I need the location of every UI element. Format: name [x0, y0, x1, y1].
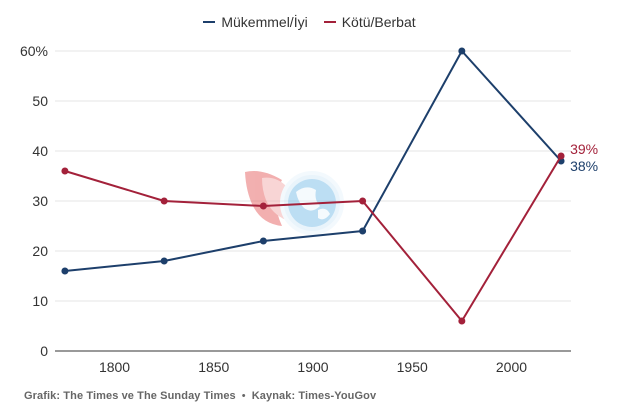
series-line-kotu: [64, 155, 562, 322]
series-layer: [61, 47, 565, 325]
source-kaynak: Kaynak: Times-YouGov: [251, 390, 377, 402]
y-tick-label-50: 50: [32, 93, 48, 109]
point-mukemmel-1875: [259, 237, 267, 245]
x-tick-label-1850: 1850: [198, 359, 229, 375]
x-axis: 1800 1850 1900 1950 2000: [99, 359, 527, 375]
legend-swatch-mukemmel: [203, 21, 216, 23]
series-line-mukemmel: [64, 50, 562, 272]
source-grafik: Grafik: The Times ve The Sunday Times: [24, 390, 236, 402]
x-tick-label-2000: 2000: [496, 359, 527, 375]
point-kotu-2025: [557, 152, 565, 160]
point-kotu-1975: [458, 317, 466, 325]
point-mukemmel-1825: [160, 257, 168, 265]
chart-legend: Mükemmel/İyi Kötü/Berbat: [0, 14, 619, 30]
end-label-mukemmel: 38%: [570, 158, 598, 174]
y-tick-label-30: 30: [32, 193, 48, 209]
x-tick-label-1900: 1900: [297, 359, 328, 375]
legend-swatch-kotu: [323, 21, 336, 23]
point-kotu-1875: [259, 202, 267, 210]
legend-item-kotu: Kötü/Berbat: [323, 14, 416, 30]
grid-lines: [55, 50, 571, 352]
x-tick-label-1950: 1950: [397, 359, 428, 375]
point-mukemmel-1775: [61, 267, 69, 275]
point-mukemmel-1975: [458, 47, 466, 55]
y-axis: 0 10 20 30 40 50 60%: [20, 43, 48, 359]
legend-label-mukemmel: Mükemmel/İyi: [221, 14, 308, 30]
legend-item-mukemmel: Mükemmel/İyi: [203, 14, 308, 30]
legend-label-kotu: Kötü/Berbat: [341, 14, 416, 30]
y-tick-label-60: 60%: [20, 43, 48, 59]
y-tick-label-20: 20: [32, 243, 48, 259]
y-tick-label-10: 10: [32, 293, 48, 309]
y-tick-label-0: 0: [40, 343, 48, 359]
point-kotu-1825: [160, 197, 168, 205]
point-mukemmel-1925: [359, 227, 367, 235]
y-tick-label-40: 40: [32, 143, 48, 159]
x-tick-label-1800: 1800: [99, 359, 130, 375]
source-separator: •: [241, 390, 246, 402]
end-labels: 38%39%: [570, 141, 598, 174]
point-kotu-1925: [359, 197, 367, 205]
end-label-kotu: 39%: [570, 141, 598, 157]
point-kotu-1775: [61, 167, 69, 175]
source-footer: Grafik: The Times ve The Sunday Times • Ka…: [24, 390, 376, 402]
